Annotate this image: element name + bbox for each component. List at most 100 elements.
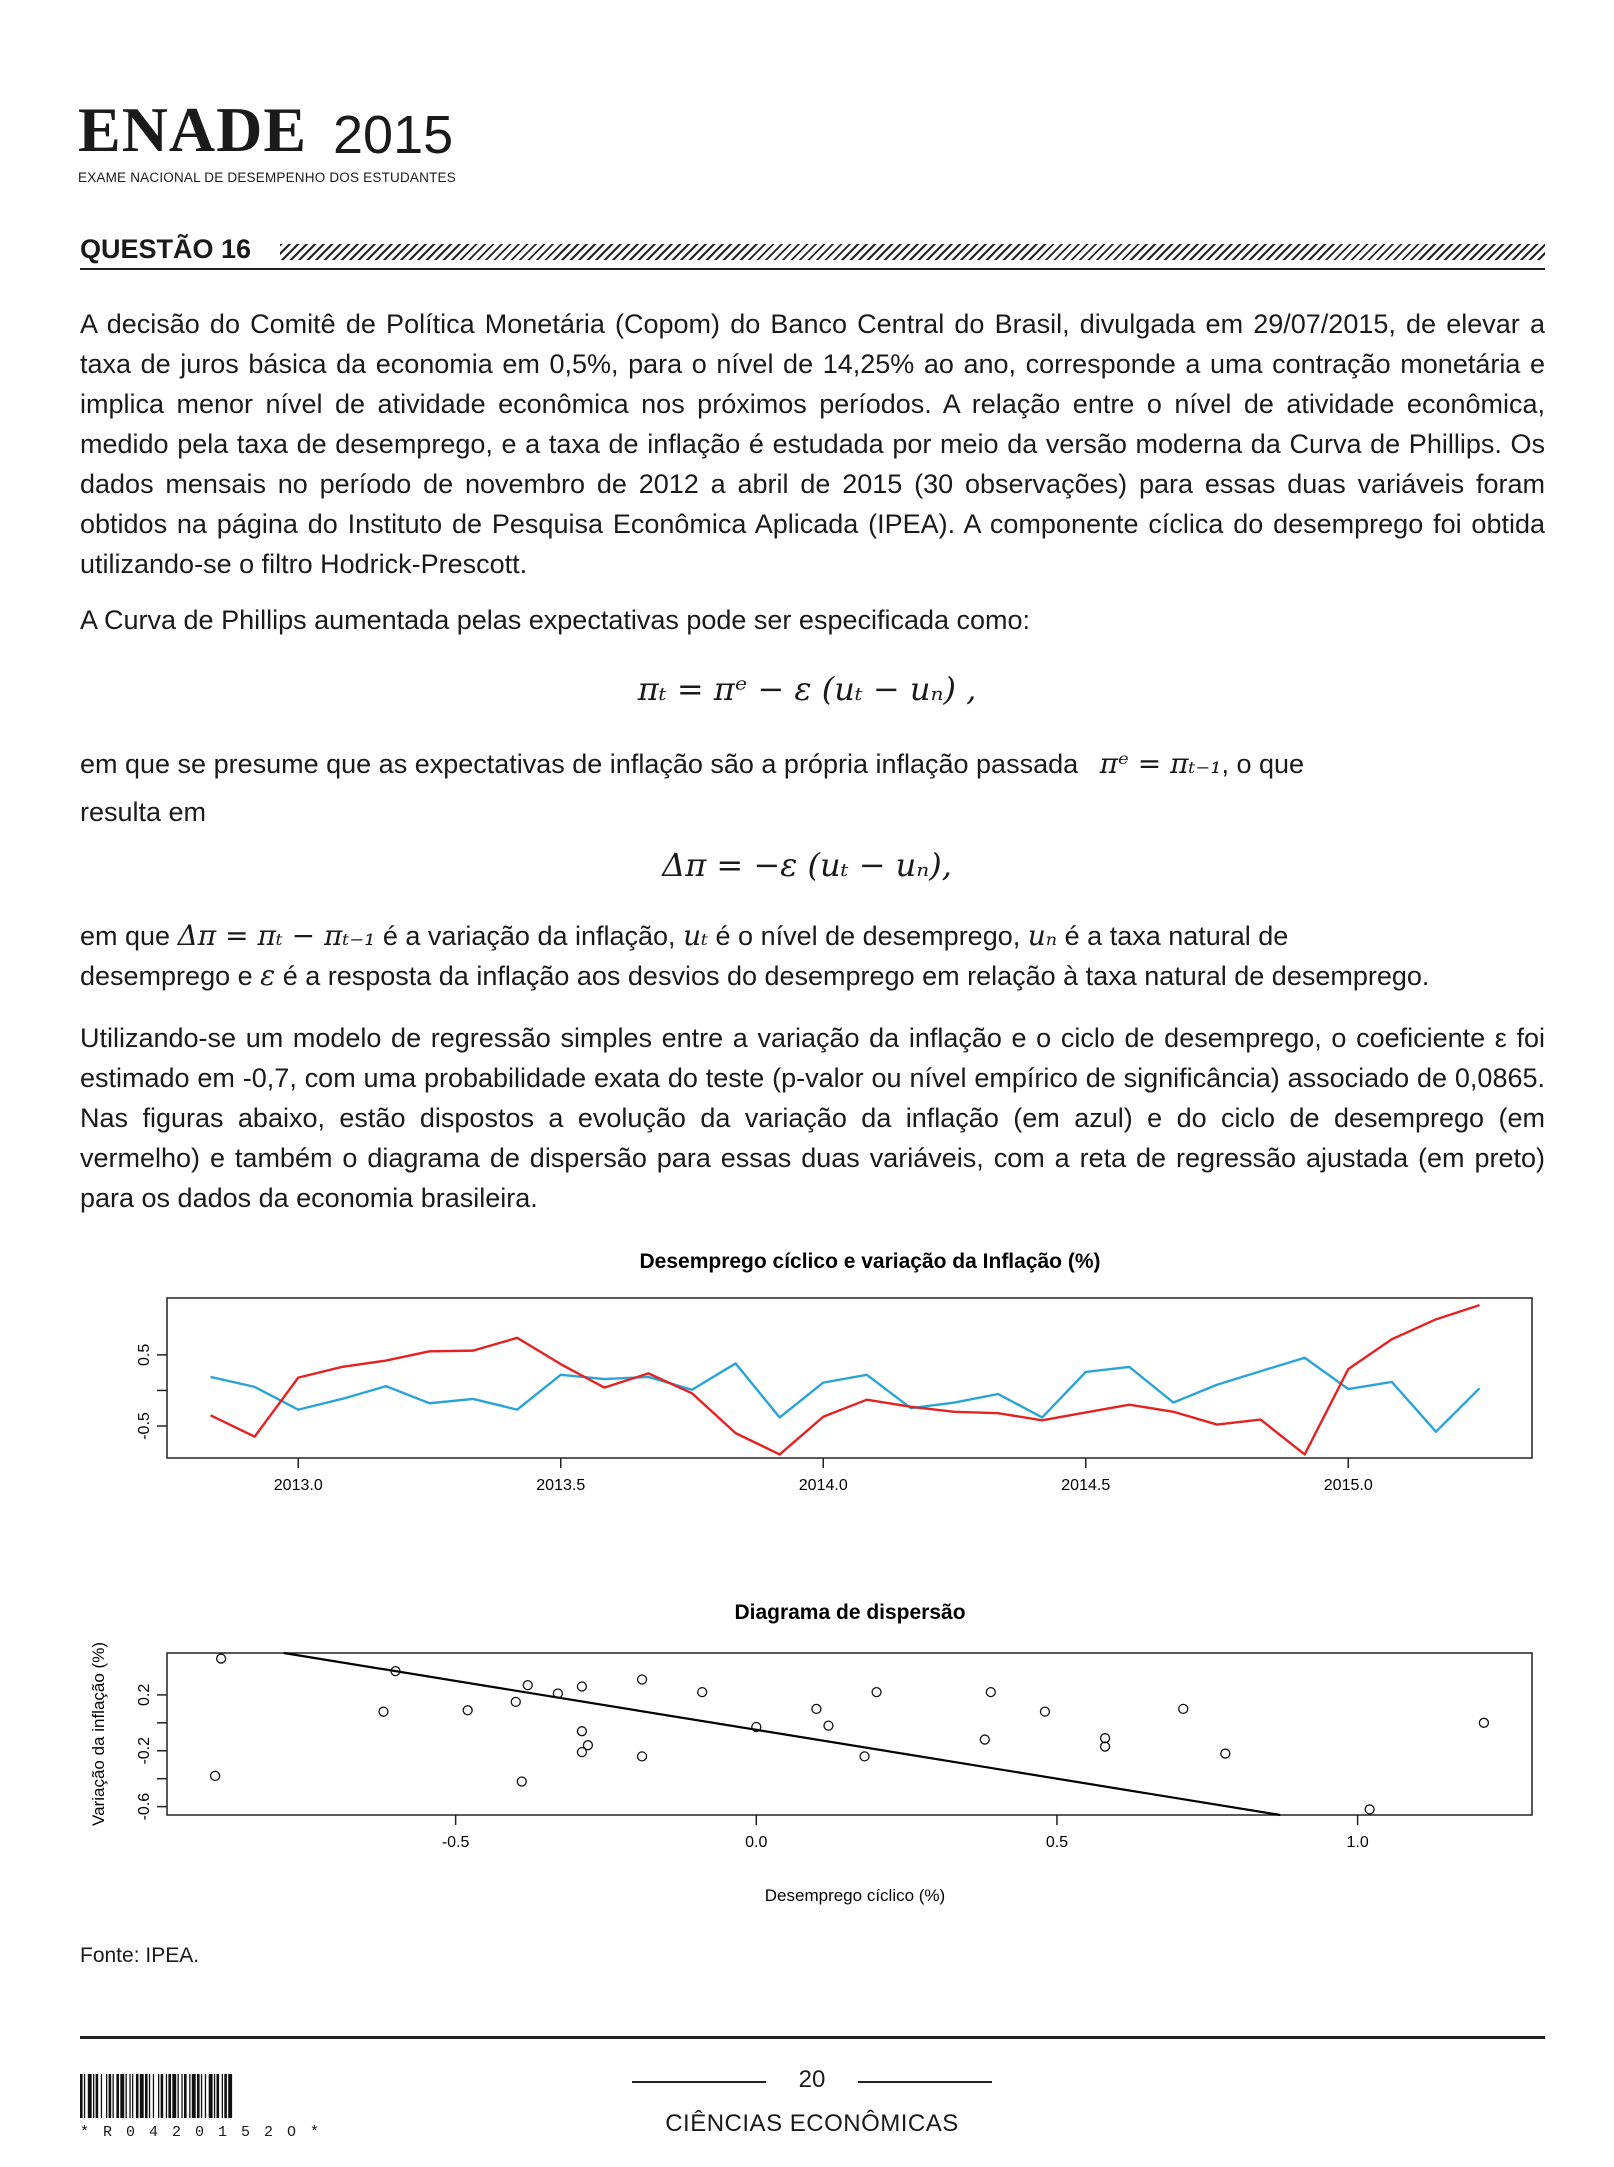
time-series-chart: Desemprego cíclico e variação da Inflaçã… [136,1250,1533,1494]
x-tick-label: 0.0 [745,1834,767,1851]
def-text-c: é o nível de desemprego, [715,921,1021,951]
expectations-text: em que se presume que as expectativas de… [80,749,1079,779]
footer-rule [80,2036,1545,2039]
title-hatch-divider [280,244,1545,260]
scatter-point [462,1705,473,1716]
source-note: Fonte: IPEA. [80,1944,200,1967]
series-line-0 [210,1356,1481,1433]
barcode-bar [95,2074,99,2118]
enade-subtitle: EXAME NACIONAL DE DESEMPENHO DOS ESTUDAN… [78,170,456,185]
barcode-text: *R0420152O* [80,2124,334,2141]
x-tick-label: 2014.0 [799,1477,848,1494]
scatter-points [209,1653,1490,1815]
scatter-fit-line [283,1651,1281,1817]
enade-logo: ENADE [78,94,308,165]
scatter-axes: -0.5 0.0 0.5 1.0 0.2 -0.2 -0.6 [136,1684,1369,1851]
x-tick-label: -0.5 [442,1834,470,1851]
y-tick-label: 0.2 [136,1684,153,1706]
barcode-bar [116,2074,119,2118]
barcode-bar [189,2074,191,2118]
barcode-bar [204,2074,207,2118]
barcode [80,2074,233,2118]
barcode-bar [112,2074,114,2118]
def-text-b: é a variação da inflação, [382,921,676,951]
scatter-point [576,1726,588,1737]
formula-delta: Δπ = −ε (uₜ − uₙ), [662,846,952,884]
x-tick-label: 2014.5 [1061,1477,1110,1494]
barcode-bar [221,2074,223,2118]
scatter-point [1364,1804,1375,1815]
time-series-axes: 2013.0 2013.5 2014.0 2014.5 2015.0 0.5 -0.5 [136,1344,1373,1494]
scatter-point [516,1776,527,1787]
barcode-bar [148,2074,151,2118]
y-tick-label: -0.5 [136,1412,153,1440]
scatter-point [985,1686,996,1698]
page-number-line-right [858,2081,992,2083]
formula-ut: uₜ [683,919,709,952]
time-series-lines [210,1303,1481,1456]
title-rule [80,268,1545,270]
scatter-point [390,1666,401,1677]
series-line-1 [210,1303,1480,1456]
scatter-title: Diagrama de dispersão [734,1601,965,1624]
page-number-line-left [632,2081,766,2083]
time-series-title: Desemprego cíclico e variação da Inflaçã… [639,1250,1100,1273]
barcode-bar [224,2074,227,2118]
barcode-bar [160,2074,164,2118]
enade-year: 2015 [333,105,454,165]
time-series-plot-frame [166,1297,1533,1459]
paragraph-regression: Utilizando-se um modelo de regressão sim… [80,1023,1545,1213]
paragraph-intro: A decisão do Comitê de Política Monetári… [80,309,1545,579]
formula-delta-pi: Δπ = πₜ − πₜ₋₁ [177,919,376,952]
def-text-d: é a taxa natural de [1064,921,1289,951]
def-text-e: desemprego e [80,961,253,991]
barcode-bar [129,2074,131,2118]
scatter-point [576,1681,588,1692]
barcode-bar [132,2074,134,2118]
barcode-bar [87,2074,92,2118]
barcode-bar [106,2074,108,2118]
scatter-point [582,1740,594,1751]
barcode-bar [139,2074,144,2118]
scatter-point [215,1653,227,1664]
course-name: CIÊNCIAS ECONÔMICAS [665,2110,959,2137]
x-tick-label: 2013.5 [536,1477,585,1494]
scatter-point [1220,1748,1231,1759]
barcode-bar [100,2074,103,2118]
paragraph-result: resulta em [80,797,207,827]
barcode-bar [158,2074,160,2118]
scatter-point [378,1706,389,1717]
scatter-x-label: Desemprego cíclico (%) [765,1886,945,1905]
y-tick-label: -0.6 [136,1793,153,1821]
scatter-point [1099,1741,1111,1752]
scatter-point [1178,1703,1189,1715]
y-tick-label: -0.2 [136,1737,153,1765]
scatter-plot-frame [166,1652,1533,1816]
expectations-tail: , o que [1221,749,1305,779]
scatter-point [751,1721,762,1733]
x-tick-label: 0.5 [1046,1834,1068,1851]
scatter-point [859,1751,870,1762]
barcode-bar [108,2074,112,2118]
paragraph-expectations: em que se presume que as expectativas de… [80,744,1545,784]
scatter-point [636,1751,648,1762]
scatter-y-label: Variação da inflação (%) [89,1642,108,1826]
paragraph-phillips: A Curva de Phillips aumentada pelas expe… [80,605,1031,635]
scatter-point [979,1734,990,1745]
scatter-point [209,1770,221,1782]
barcode-bar [197,2074,200,2118]
scatter-point [636,1674,648,1685]
barcode-bar [93,2074,95,2118]
scatter-point [1099,1733,1111,1744]
barcode-bar [145,2074,148,2118]
paragraph-definitions-2: desemprego e ε é a resposta da inflação … [80,956,1545,996]
regression-line [283,1651,1281,1817]
scatter-point [522,1679,533,1691]
barcode-bar [125,2074,127,2118]
scatter-point [1039,1706,1051,1717]
y-tick-label: 0.5 [136,1344,153,1366]
scatter-point [1478,1717,1490,1728]
barcode-bar [168,2074,171,2118]
page-number: 20 [798,2066,826,2093]
scatter-point [811,1703,822,1715]
